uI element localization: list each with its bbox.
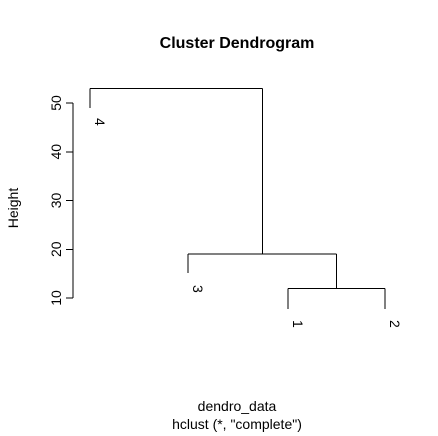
leaf-label-4: 4 <box>92 118 108 126</box>
y-axis: 10 20 30 40 50 <box>48 95 74 306</box>
y-tick-label-20: 20 <box>48 241 64 257</box>
chart-title: Cluster Dendrogram <box>160 35 315 52</box>
dendrogram-tree <box>89 87 386 309</box>
y-tick-label-40: 40 <box>48 144 64 160</box>
leaf-label-1: 1 <box>290 320 306 328</box>
leaf-label-3: 3 <box>190 285 206 293</box>
y-tick-label-10: 10 <box>48 290 64 306</box>
x-axis-subtitle: hclust (*, "complete") <box>172 416 302 432</box>
y-tick-label-30: 30 <box>48 193 64 209</box>
x-axis-label: dendro_data <box>198 398 277 414</box>
leaf-labels: 4 3 1 2 <box>92 118 403 328</box>
y-tick-label-50: 50 <box>48 95 64 111</box>
leaf-label-2: 2 <box>387 320 403 328</box>
y-axis-label: Height <box>5 188 21 229</box>
